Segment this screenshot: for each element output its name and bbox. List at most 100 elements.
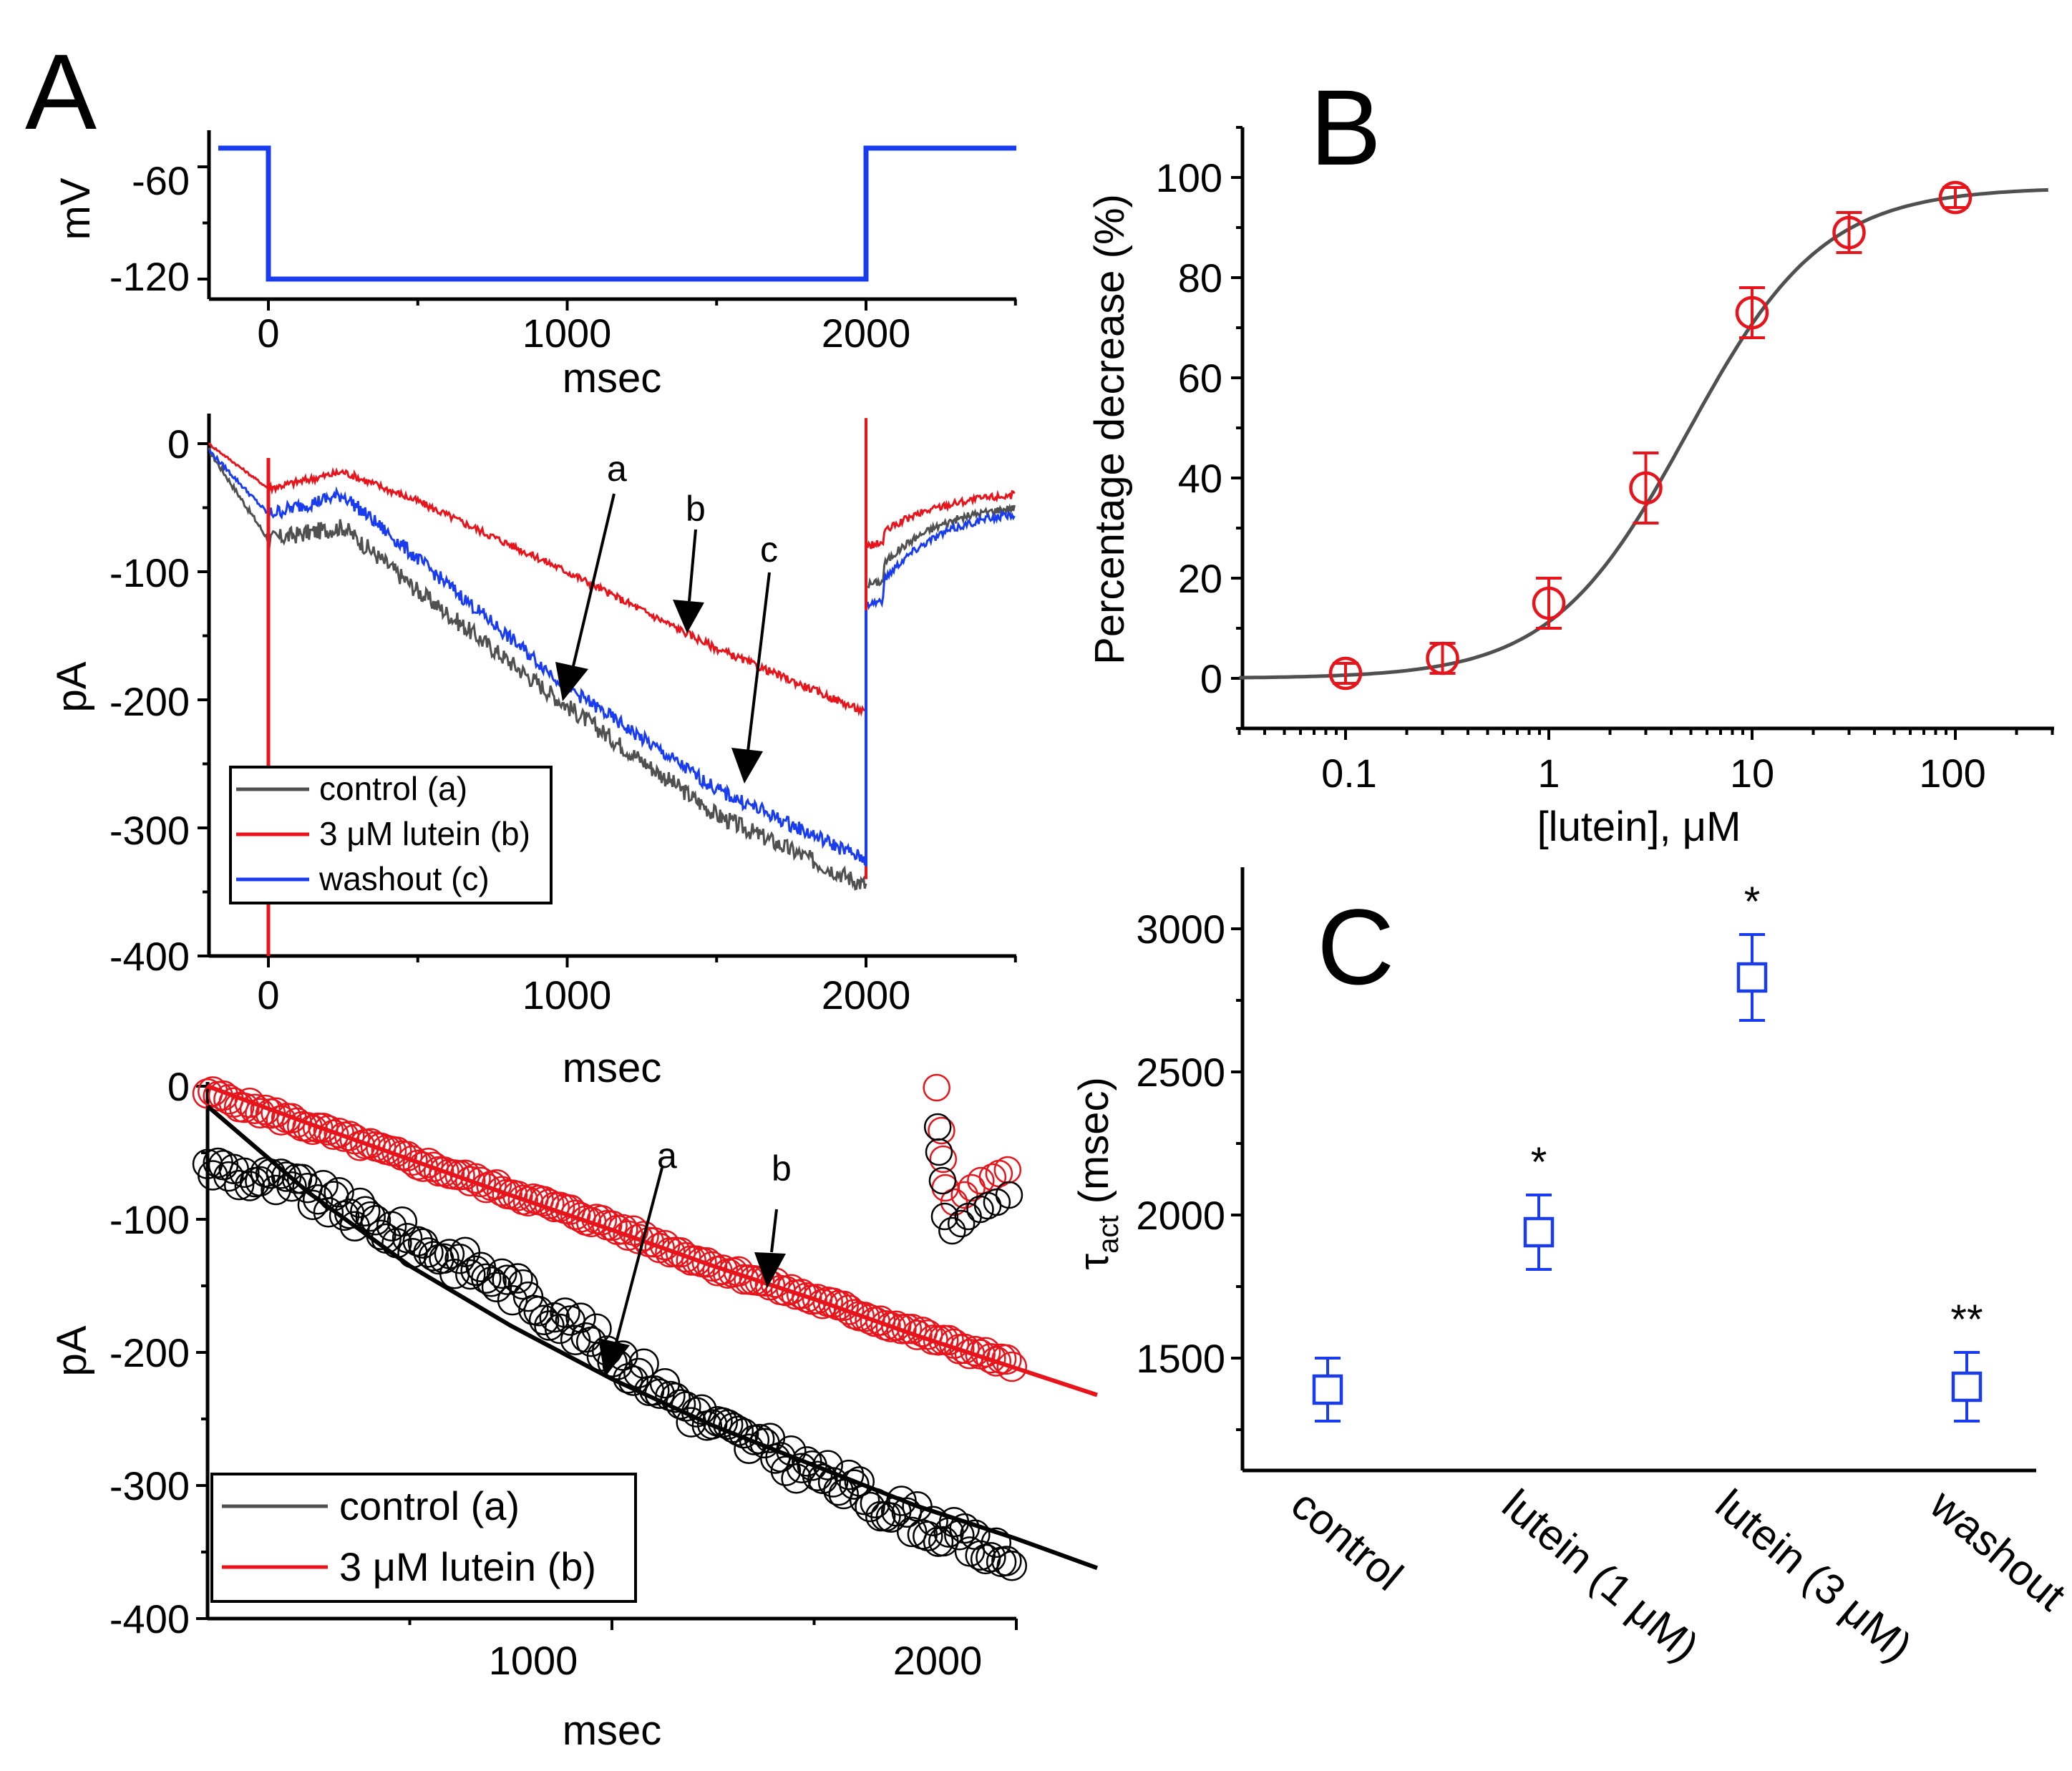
data-point xyxy=(512,1186,544,1217)
inset-point xyxy=(925,1138,953,1166)
data-point xyxy=(996,1351,1028,1382)
a2-ytick-0: 0 xyxy=(167,421,190,467)
a1-xtick-1000: 1000 xyxy=(522,311,612,356)
data-point xyxy=(471,1263,502,1294)
data-point xyxy=(276,1103,307,1134)
a3-ytick-0: 0 xyxy=(167,1064,190,1109)
inset-point xyxy=(930,1202,959,1231)
data-point xyxy=(386,1206,418,1237)
data-point xyxy=(481,1272,512,1303)
inset-point xyxy=(966,1195,994,1224)
data-point xyxy=(460,1255,491,1287)
a3-xlabel: msec xyxy=(563,1707,662,1754)
fit-line xyxy=(206,1084,1098,1397)
a1-ylabel: mV xyxy=(52,177,99,240)
a3-xtick-1000: 1000 xyxy=(489,1638,578,1683)
a2-arrow-a: a xyxy=(555,449,627,701)
c-category-label: lutein (1 μM) xyxy=(1494,1480,1708,1671)
data-point xyxy=(455,1259,486,1290)
data-point xyxy=(497,1284,528,1316)
a3-ytick-100: -100 xyxy=(110,1197,190,1242)
panel-letter-c: C xyxy=(1317,887,1394,1007)
b-point xyxy=(1832,215,1866,250)
a1-ytick-120: -120 xyxy=(110,254,190,299)
b-ylabel: Percentage decrease (%) xyxy=(1086,194,1133,665)
a2-legend-lutein: 3 μM lutein (b) xyxy=(319,815,530,852)
panel-c: 1500 2000 2500 3000 τact (msec) **** con… xyxy=(1071,867,2072,1671)
data-point xyxy=(896,1516,928,1548)
data-point xyxy=(918,1506,948,1536)
b-ytick-80: 80 xyxy=(1178,255,1222,301)
data-point xyxy=(418,1241,449,1272)
data-point xyxy=(534,1310,565,1341)
b-xtick-1: 1 xyxy=(1537,751,1560,796)
c-ytick-3000: 3000 xyxy=(1136,907,1225,952)
a2-xtick-0: 0 xyxy=(257,972,279,1018)
b-xtick-100: 100 xyxy=(1919,751,1985,796)
a2-xtick-2000: 2000 xyxy=(822,972,911,1018)
b-ytick-20: 20 xyxy=(1178,556,1222,601)
c-ytick-2000: 2000 xyxy=(1136,1193,1225,1238)
data-point xyxy=(229,1157,260,1189)
c-category-label: washout xyxy=(1921,1480,2072,1620)
tail-current xyxy=(867,503,1016,589)
a2-legend: control (a) 3 μM lutein (b) washout (c) xyxy=(229,766,553,904)
data-point xyxy=(807,1288,838,1319)
inset-point xyxy=(938,1216,966,1245)
inset-point xyxy=(929,1145,958,1174)
c-ytick-2500: 2500 xyxy=(1136,1050,1225,1095)
c-point xyxy=(1951,1371,1983,1402)
data-point xyxy=(660,1382,691,1413)
a2-annot-c: c xyxy=(760,530,778,570)
inset-point xyxy=(993,1156,1022,1184)
a2-annot-b: b xyxy=(686,489,706,529)
b-xtick-10: 10 xyxy=(1730,751,1774,796)
data-point xyxy=(792,1282,822,1313)
data-point xyxy=(355,1201,386,1232)
data-point xyxy=(455,1166,486,1197)
a2-ytick-400: -400 xyxy=(110,934,190,979)
data-point xyxy=(324,1176,354,1208)
b-fit-curve xyxy=(1239,187,2048,680)
a2-ytick-100: -100 xyxy=(110,550,190,595)
c-significance: ** xyxy=(1950,1297,1983,1343)
b-point xyxy=(1532,586,1566,620)
data-point xyxy=(492,1264,522,1295)
c-category-label: control xyxy=(1283,1480,1412,1600)
a2-arrow-b: b xyxy=(673,489,706,633)
a2-ytick-200: -200 xyxy=(110,679,190,724)
a1-xlabel: msec xyxy=(563,355,662,401)
panel-b: 0.1 1 10 100 0 20 40 60 80 100 Percentag… xyxy=(1086,126,2054,850)
panel-letter-b: B xyxy=(1310,67,1381,187)
data-point xyxy=(976,1342,1006,1374)
data-point xyxy=(544,1313,575,1345)
b-point xyxy=(1328,656,1363,691)
inset-point xyxy=(940,1188,968,1216)
b-point xyxy=(1629,471,1663,505)
c-ylabel: τact (msec) xyxy=(1071,1077,1124,1270)
panel-a-protocol: 0 1000 2000 -60 -120 mV msec xyxy=(52,130,1017,401)
inset-point xyxy=(923,1073,950,1102)
data-point xyxy=(833,1294,865,1325)
inset-point xyxy=(928,1166,957,1195)
panel-a-traces: 0 1000 2000 0 -100 -200 -300 -400 pA mse… xyxy=(49,414,1017,1091)
c-point xyxy=(1523,1216,1555,1248)
data-point xyxy=(334,1121,365,1151)
inset-point xyxy=(947,1209,976,1238)
panel-a-fit: 1000 2000 0 -100 -200 -300 -400 pA msec … xyxy=(49,1064,1099,1754)
data-point xyxy=(266,1158,297,1189)
data-point xyxy=(302,1184,334,1215)
a3-ytick-400: -400 xyxy=(110,1596,190,1641)
a3-annot-a: a xyxy=(657,1136,677,1176)
a2-xlabel: msec xyxy=(563,1045,662,1091)
b-ytick-60: 60 xyxy=(1178,356,1222,401)
data-point xyxy=(528,1304,560,1336)
data-point xyxy=(444,1243,475,1274)
inset-point xyxy=(928,1116,955,1145)
b-ytick-100: 100 xyxy=(1156,155,1222,200)
data-point xyxy=(502,1263,533,1294)
b-ytick-0: 0 xyxy=(1200,656,1222,701)
data-point xyxy=(229,1092,260,1123)
data-point xyxy=(245,1098,276,1129)
